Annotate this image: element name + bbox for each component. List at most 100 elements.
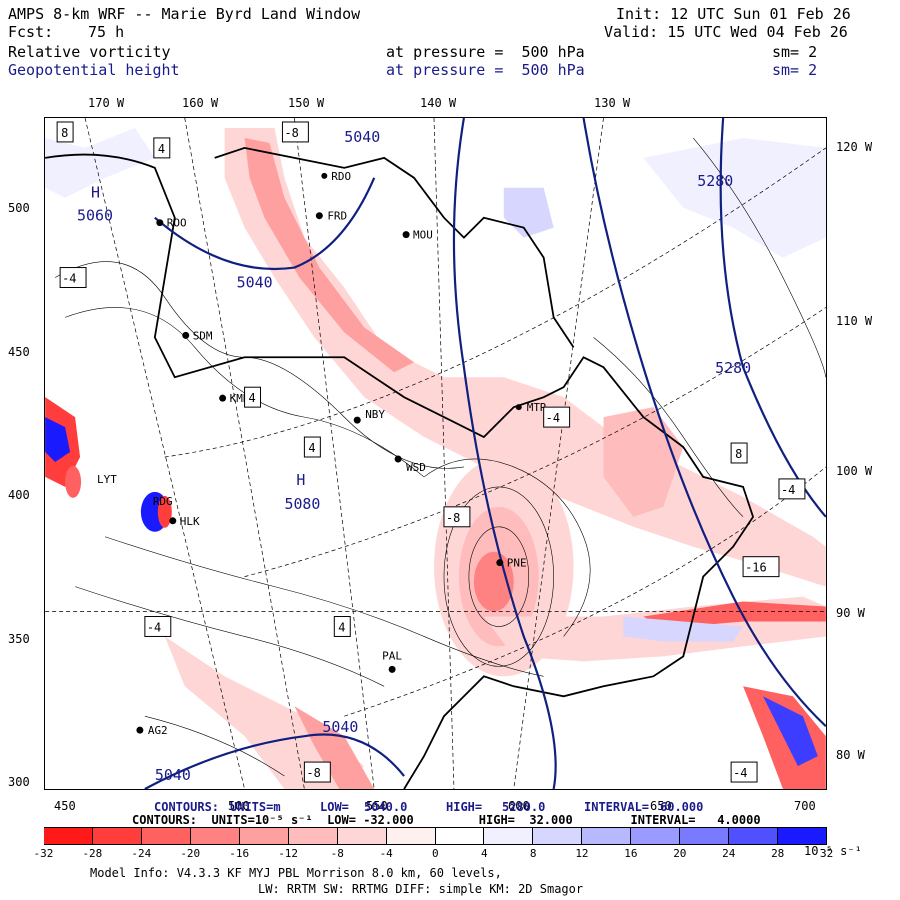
y-tick-label: 500 — [8, 201, 30, 215]
lon-label-right: 120 W — [836, 140, 873, 154]
colorbar-swatch — [631, 827, 681, 845]
station-label: FRD — [327, 210, 347, 223]
graticule — [45, 118, 826, 789]
height-label: 5040 — [322, 718, 358, 736]
height-label: 5080 — [284, 495, 320, 513]
colorbar-tick-label: 0 — [432, 847, 439, 860]
colorbar-swatch — [141, 827, 191, 845]
colorbar-swatch — [190, 827, 240, 845]
colorbar-swatch — [386, 827, 436, 845]
field2-name: Geopotential height — [8, 61, 180, 79]
station-label: PAL — [382, 649, 402, 662]
svg-text:-8: -8 — [284, 126, 298, 140]
colorbar-tick-label: 4 — [480, 847, 488, 860]
colorbar-swatch — [92, 827, 142, 845]
colorbar-tick-label: 8 — [529, 847, 537, 860]
height-contour-low: 5040.0 — [364, 800, 408, 814]
colorbar-tick-label: 24 — [722, 847, 736, 860]
station-label: PNE — [507, 557, 527, 570]
lon-label-top: 170 W — [88, 96, 125, 110]
station-label: WSD — [406, 461, 426, 474]
station-label: RDG — [153, 495, 173, 508]
x-tick-label: 600 — [508, 799, 530, 813]
svg-text:-8: -8 — [306, 766, 320, 780]
colorbar-swatch — [582, 827, 632, 845]
lon-label-top: 160 W — [182, 96, 219, 110]
colorbar-tick-label: -12 — [278, 847, 299, 860]
forecast-hour: 75 h — [88, 23, 125, 41]
height-contour-high: 5280.0 — [502, 800, 546, 814]
x-tick-label: 650 — [650, 799, 672, 813]
lon-label-top: 130 W — [594, 96, 631, 110]
colorbar-unit: 10⁻⁵ s⁻¹ — [804, 844, 862, 858]
lon-label-right: 90 W — [836, 606, 865, 620]
field1-level: at pressure = 500 hPa — [386, 43, 585, 61]
y-tick-label: 300 — [8, 775, 30, 789]
height-label: 5280 — [697, 172, 733, 190]
colorbar-swatch — [533, 827, 583, 845]
svg-text:-16: -16 — [745, 561, 767, 575]
model-info: Model Info: V4.3.3 KF MYJ PBL Morrison 8… — [90, 866, 502, 880]
vorticity-value-boxes: 8 4 -8 -4 4 4 -4 8 -4 -8 -16 -4 4 -8 -4 — [56, 121, 806, 783]
field1-name: Relative vorticity — [8, 43, 171, 61]
svg-text:4: 4 — [249, 391, 256, 405]
svg-text:4: 4 — [338, 620, 345, 634]
station-label: RDO — [331, 170, 351, 183]
lon-label-right: 80 W — [836, 748, 865, 762]
station-label: HLK — [180, 515, 200, 528]
svg-text:-4: -4 — [62, 272, 76, 286]
colorbar-tick-label: -20 — [180, 847, 201, 860]
vorticity-map: ROO FRD MOU SDM KMB NBY WSD LYT RDG HLK … — [44, 117, 827, 790]
station-label: ROO — [167, 217, 187, 230]
colorbar-swatch — [44, 827, 93, 845]
field2-level: at pressure = 500 hPa — [386, 61, 585, 79]
colorbar-tick-label: 16 — [624, 847, 638, 860]
station-label: MTR — [527, 401, 547, 414]
svg-text:-4: -4 — [147, 620, 161, 634]
svg-text:-4: -4 — [546, 411, 560, 425]
svg-text:4: 4 — [158, 142, 165, 156]
lon-label-top: 150 W — [288, 96, 325, 110]
lon-label-top: 140 W — [420, 96, 457, 110]
lon-label-right: 100 W — [836, 464, 873, 478]
svg-text:8: 8 — [61, 126, 68, 140]
colorbar-swatch — [288, 827, 338, 845]
field2-smoothing: sm= 2 — [772, 61, 818, 79]
height-labels: H 5060 H 5080 5280 5280 5040 5040 5040 5… — [77, 128, 751, 784]
colorbar-tick-label: 12 — [575, 847, 589, 860]
station-label: AG2 — [148, 724, 168, 737]
colorbar-tick-label: 28 — [771, 847, 785, 860]
x-tick-label: 700 — [794, 799, 816, 813]
colorbar-tick-label: 20 — [673, 847, 687, 860]
colorbar-swatch — [435, 827, 485, 845]
init-time: Init: 12 UTC Sun 01 Feb 26 — [616, 5, 851, 23]
height-contour-label: CONTOURS: — [154, 800, 220, 814]
vorticity-contours — [54, 137, 826, 777]
colorbar-tick-label: -4 — [379, 847, 393, 860]
colorbar-swatch — [239, 827, 289, 845]
height-contour-interval-label: INTERVAL= — [584, 800, 650, 814]
colorbar-tick-label: -32 — [33, 847, 54, 860]
height-contour-low-label: LOW= — [320, 800, 349, 814]
forecast-label: Fcst: — [8, 23, 54, 41]
valid-time: Valid: 15 UTC Wed 04 Feb 26 — [604, 23, 848, 41]
station-label: NBY — [365, 408, 385, 421]
height-label: 5040 — [344, 128, 380, 146]
height-label: 5060 — [77, 207, 113, 225]
y-tick-label: 400 — [8, 488, 30, 502]
y-tick-label: 450 — [8, 345, 30, 359]
height-contour-interval: 60.000 — [660, 800, 704, 814]
colorbar-swatch — [337, 827, 387, 845]
high-marker: H — [296, 471, 305, 489]
map-title: AMPS 8-km WRF -- Marie Byrd Land Window — [8, 5, 361, 23]
station-label: SDM — [193, 329, 213, 342]
svg-text:-4: -4 — [781, 483, 795, 497]
height-label: 5040 — [237, 273, 273, 291]
geopotential-contours — [144, 118, 826, 789]
vorticity-shading — [45, 127, 826, 789]
x-tick-label: 500 — [228, 799, 250, 813]
station-label: MOU — [413, 229, 433, 242]
x-tick-label: 450 — [54, 799, 76, 813]
colorbar-tick-label: 32 — [820, 847, 834, 860]
vorticity-contour-info: CONTOURS: UNITS=10⁻⁵ s⁻¹ LOW= -32.000 HI… — [132, 813, 761, 827]
